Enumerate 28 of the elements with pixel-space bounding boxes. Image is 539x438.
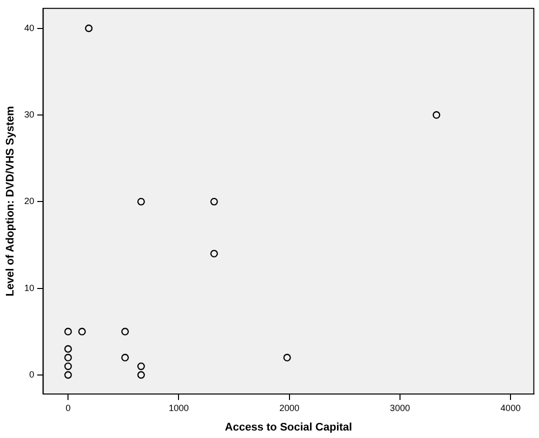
x-tick-label: 0: [66, 402, 71, 413]
point: [64, 371, 72, 379]
x-tick-label: 3000: [390, 402, 410, 413]
point: [137, 198, 145, 206]
point: [432, 111, 440, 119]
point: [137, 371, 145, 379]
y-tick-label: 20: [24, 196, 34, 206]
point: [137, 362, 145, 370]
point: [121, 328, 129, 336]
point: [64, 362, 72, 370]
y-tick-label: 40: [24, 22, 34, 33]
x-tick-label: 1000: [168, 402, 189, 413]
point: [64, 345, 72, 353]
y-tick-label: 10: [24, 282, 34, 293]
x-tick-label: 4000: [500, 402, 521, 413]
point: [64, 328, 72, 336]
point: [84, 24, 93, 32]
y-axis-title: Level of Adoption: DVD/VHS System: [4, 106, 17, 296]
point: [283, 354, 291, 362]
x-axis-title: Access to Social Capital: [224, 421, 352, 434]
point: [210, 250, 218, 258]
x-tick-label: 2000: [279, 402, 300, 413]
point: [64, 354, 72, 362]
y-tick-label: 0: [29, 369, 34, 380]
point: [78, 328, 86, 336]
point: [210, 198, 218, 206]
y-tick-label: 30: [24, 109, 34, 120]
point: [121, 354, 129, 362]
